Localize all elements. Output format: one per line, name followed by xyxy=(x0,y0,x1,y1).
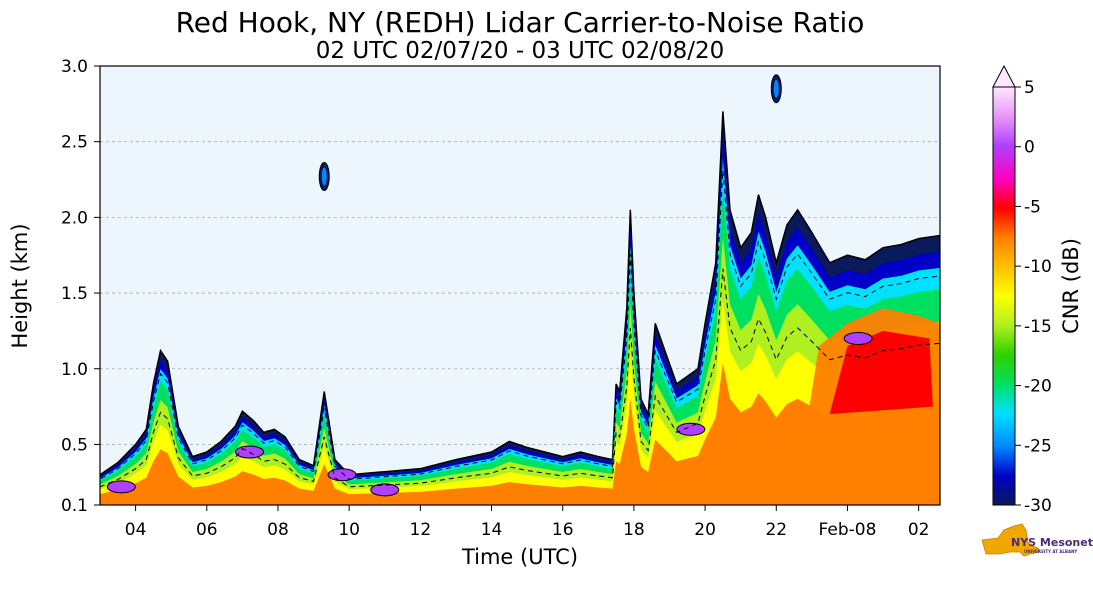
y-axis-label: Height (km) xyxy=(8,223,32,348)
y-tick-label: 2.5 xyxy=(61,133,88,153)
colorbar-tick-label: 5 xyxy=(1024,78,1035,98)
cnr-surface-spot xyxy=(370,483,400,497)
colorbar xyxy=(992,64,1016,506)
cnr-contour-line xyxy=(100,268,940,505)
cnr-strong-core xyxy=(829,330,933,415)
colorbar-tick-label: -20 xyxy=(1024,377,1052,397)
y-tick-label: 3.0 xyxy=(61,57,88,77)
plot-frame xyxy=(99,65,941,506)
x-tick-label: 16 xyxy=(552,520,574,540)
colorbar-tick-label: -10 xyxy=(1024,257,1052,277)
cnr-band xyxy=(100,363,940,505)
colorbar-tick-label: -5 xyxy=(1024,197,1041,217)
x-tick-label: 04 xyxy=(125,520,147,540)
cnr-isolated-inner xyxy=(321,167,327,186)
colorbar-label: CNR (dB) xyxy=(1059,238,1083,334)
x-tick-label: 12 xyxy=(410,520,432,540)
x-axis: 04 06 08 10 12 14 16 18 20 22 Feb-08 02 xyxy=(125,505,930,540)
cnr-isolated-inner xyxy=(773,79,779,98)
cnr-surface-spot xyxy=(843,331,873,345)
y-tick-label: 1.0 xyxy=(61,360,88,380)
colorbar-tick-label: -30 xyxy=(1024,496,1052,516)
x-tick-label: 18 xyxy=(623,520,645,540)
x-tick-label: 02 xyxy=(908,520,930,540)
x-tick-label: 14 xyxy=(481,520,503,540)
x-tick-label: 10 xyxy=(338,520,360,540)
y-tick-label: 0.1 xyxy=(61,496,88,516)
x-tick-label: 06 xyxy=(196,520,218,540)
y-tick-label: 0.5 xyxy=(61,435,88,455)
colorbar-tick-label: 0 xyxy=(1024,138,1035,158)
x-axis-label: Time (UTC) xyxy=(461,545,578,569)
cnr-field xyxy=(100,74,940,505)
colorbar-tick-label: -25 xyxy=(1024,436,1052,456)
y-tick-label: 1.5 xyxy=(61,284,88,304)
ny-state-shape xyxy=(981,523,1041,557)
x-tick-label: 22 xyxy=(765,520,787,540)
colorbar-gradient xyxy=(992,86,1016,506)
colorbar-tick-label: -15 xyxy=(1024,317,1052,337)
cnr-surface-spot xyxy=(676,422,706,436)
logo-main-text: NYS Mesonet xyxy=(1011,536,1093,549)
y-axis: 0.1 0.5 1.0 1.5 2.0 2.5 3.0 xyxy=(61,57,100,516)
chart-subtitle: 02 UTC 02/07/20 - 03 UTC 02/08/20 xyxy=(316,38,725,64)
logo-sub-text: UNIVERSITY AT ALBANY xyxy=(1024,549,1077,554)
cnr-surface-spot xyxy=(106,480,136,494)
x-tick-label: 20 xyxy=(694,520,716,540)
colorbar-extend-triangle xyxy=(992,64,1016,88)
nys-mesonet-logo: NYS Mesonet UNIVERSITY AT ALBANY xyxy=(981,523,1093,557)
y-tick-label: 2.0 xyxy=(61,208,88,228)
colorbar-ticks: 5 0 -5 -10 -15 -20 -25 -30 xyxy=(1015,78,1052,516)
x-tick-label: 08 xyxy=(267,520,289,540)
chart-title: Red Hook, NY (REDH) Lidar Carrier-to-Noi… xyxy=(176,6,865,39)
cnr-contour-line xyxy=(100,170,940,505)
x-tick-label: Feb-08 xyxy=(819,520,877,540)
